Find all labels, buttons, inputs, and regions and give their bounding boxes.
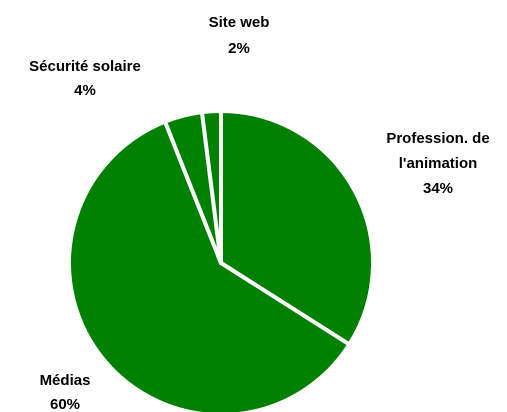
pie-slice — [67, 119, 352, 412]
slice-value-label: 60% — [49, 396, 81, 412]
slice-value-label: 4% — [74, 82, 96, 99]
slice-value-label: 2% — [228, 40, 250, 57]
pie-slice — [199, 109, 223, 265]
slice-label: Site web — [208, 14, 270, 31]
slice-label: Profession. de l'animation — [386, 130, 490, 172]
slice-label: Sécurité solaire — [29, 58, 141, 75]
slice-value-label: 34% — [422, 180, 454, 197]
slice-label: Médias — [39, 372, 91, 389]
